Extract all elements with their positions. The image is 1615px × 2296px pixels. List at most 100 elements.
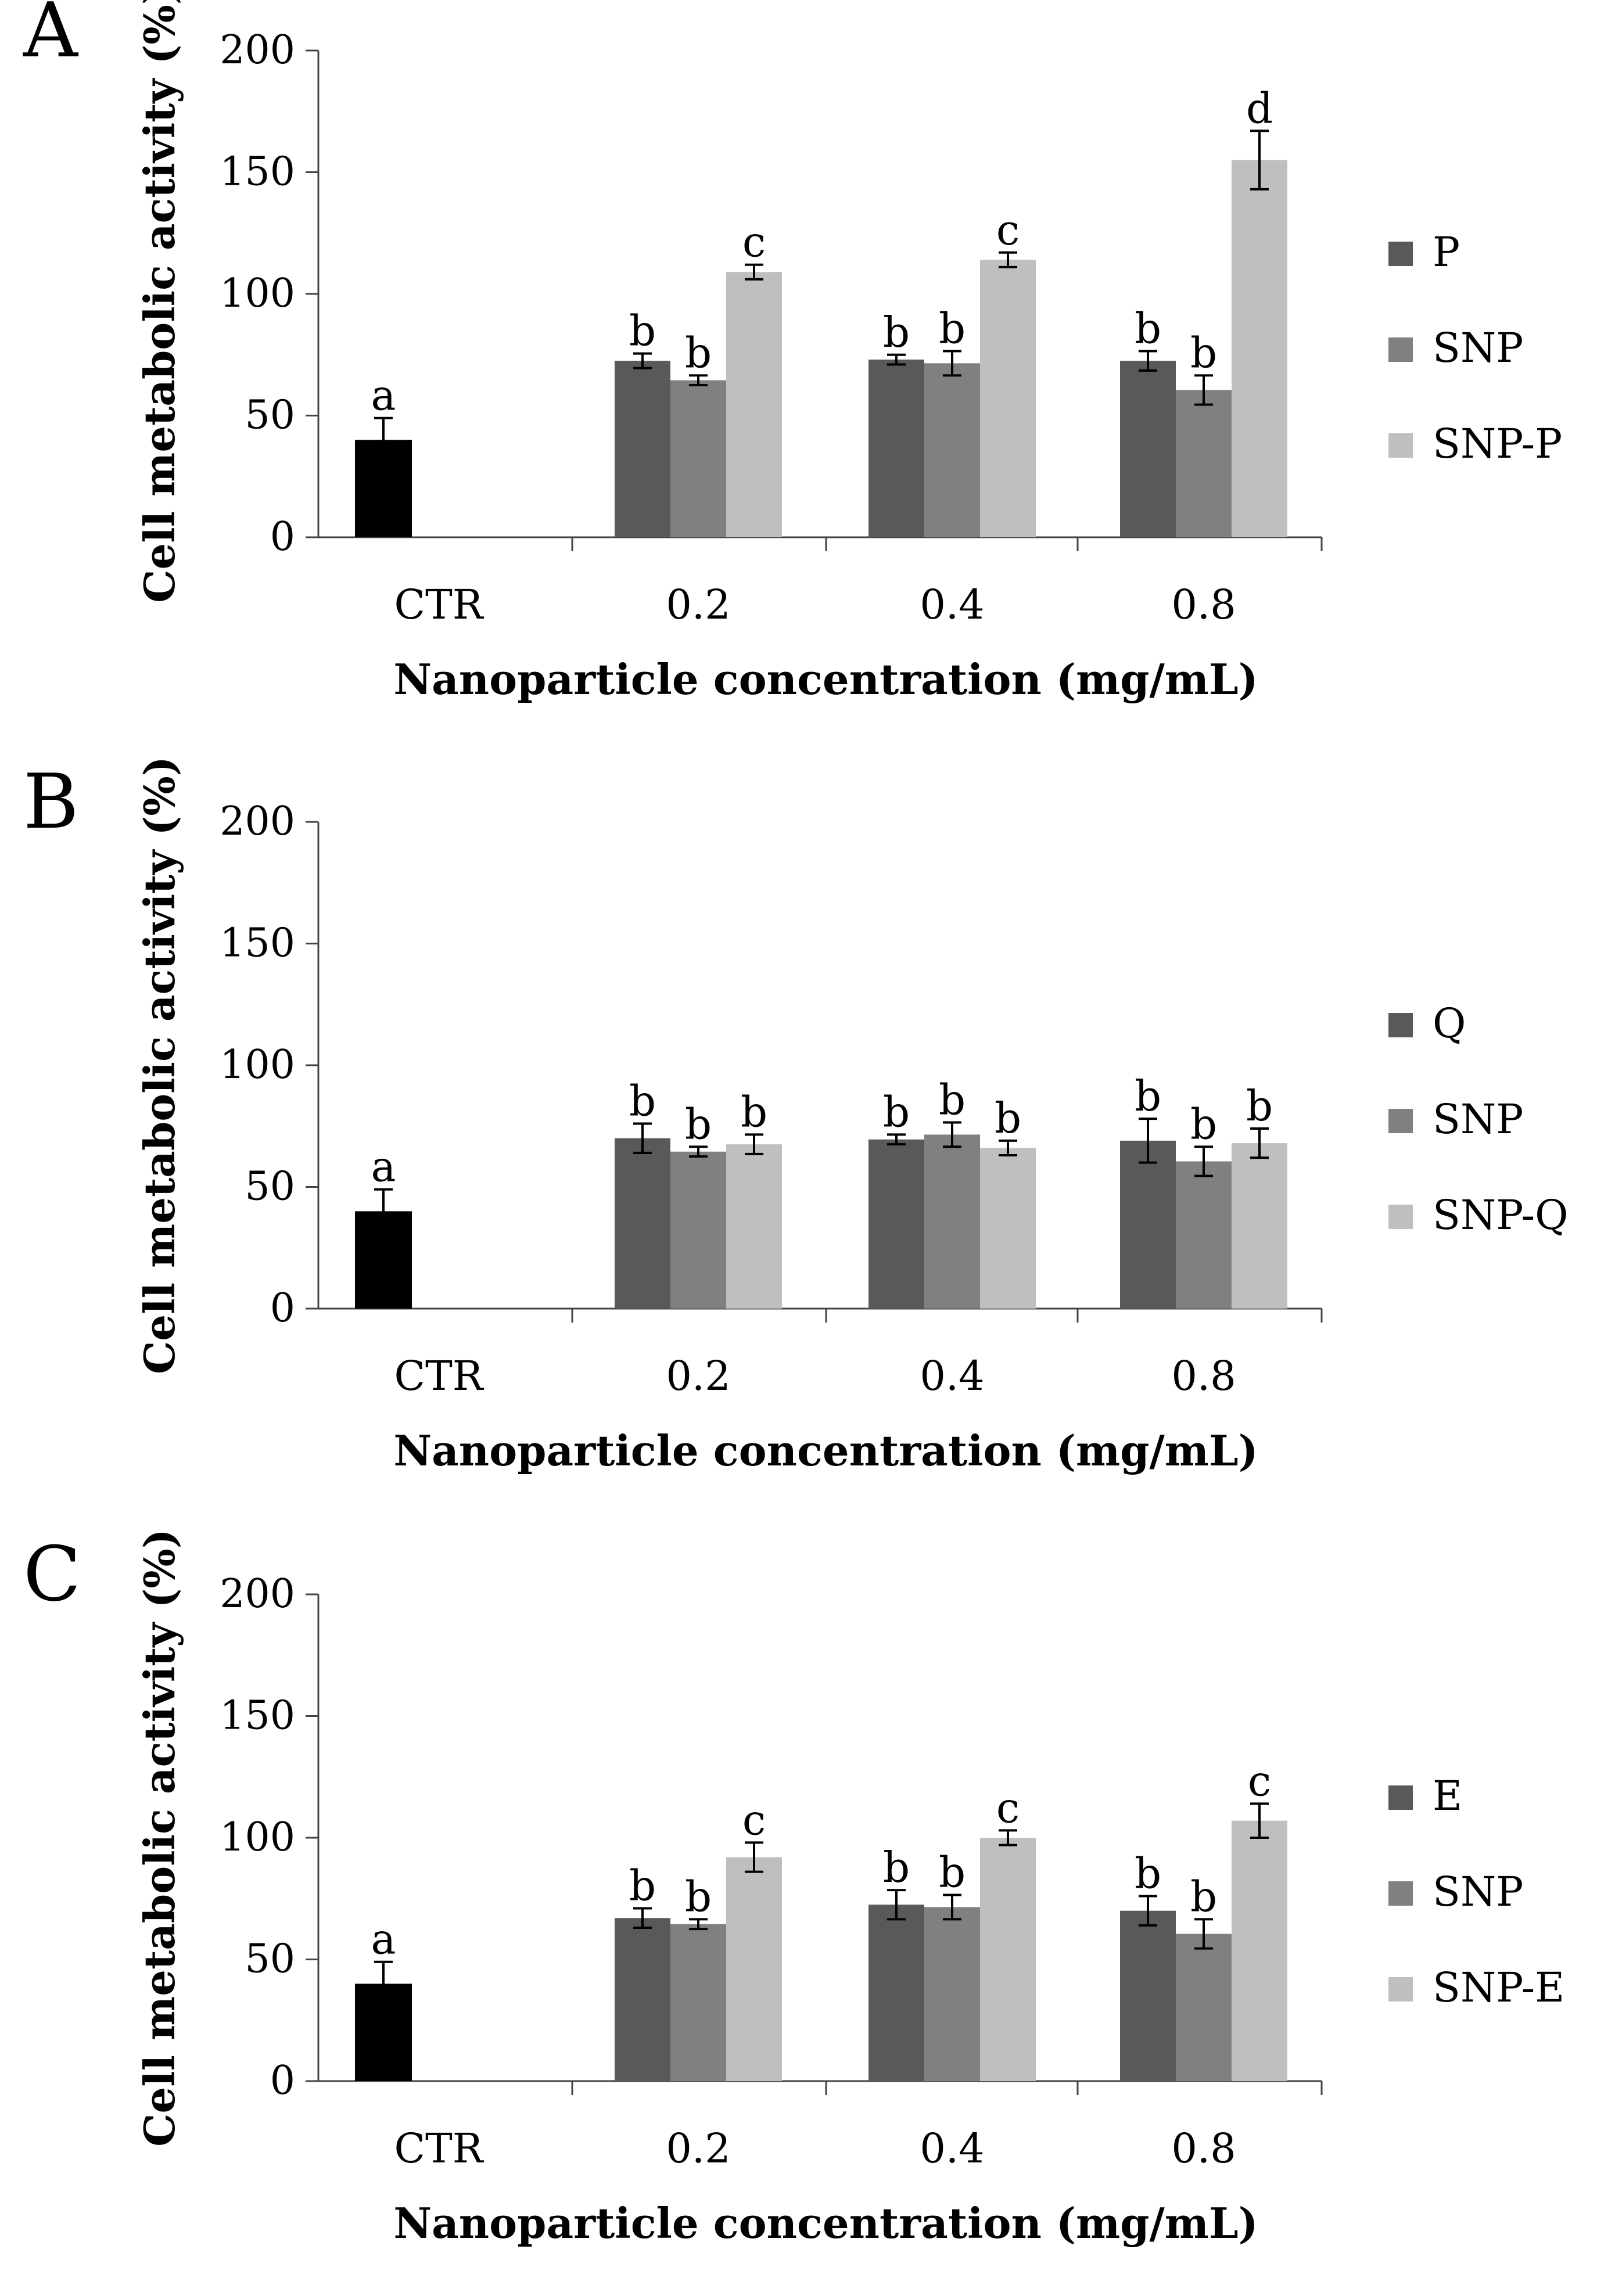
significance-label: c	[742, 1795, 766, 1844]
legend-label: SNP-P	[1433, 420, 1562, 468]
y-tick-label: 200	[220, 799, 295, 845]
error-bar	[1250, 1127, 1269, 1159]
legend: P SNP SNP-P	[1388, 228, 1562, 468]
bar-snp-q-0.2	[726, 1144, 782, 1309]
error-bar	[1194, 374, 1213, 406]
bar-snp-0.4	[924, 363, 980, 537]
significance-label: a	[371, 1915, 396, 1964]
error-bar	[943, 1121, 961, 1148]
legend-label: Q	[1433, 1000, 1466, 1047]
error-bar	[745, 1841, 763, 1873]
x-tick-label: 0.4	[920, 581, 984, 628]
error-bar	[1139, 1895, 1157, 1927]
significance-label: b	[1135, 304, 1161, 353]
bar-snp-0.8	[1176, 1934, 1232, 2081]
legend-swatch	[1388, 1109, 1413, 1133]
significance-label: b	[883, 308, 910, 357]
significance-label: c	[1248, 1756, 1271, 1805]
chart-panel-c: C 0 50 100 150 200 CTR 0.2 0.4 0.8 Cell metabolic …	[23, 1529, 1564, 2248]
significance-label: b	[1190, 328, 1217, 377]
y-tick-label: 0	[270, 514, 295, 560]
x-axis-title: Nanoparticle concentration (mg/mL)	[393, 1426, 1258, 1475]
legend-swatch	[1388, 1013, 1413, 1037]
bar-snp-p-0.2	[726, 272, 782, 537]
significance-label: b	[629, 1077, 656, 1126]
panel-letter: A	[23, 0, 79, 74]
x-tick-label: 0.8	[1171, 581, 1236, 628]
y-axis-title: Cell metabolic activity (%)	[135, 756, 184, 1374]
significance-label: a	[371, 371, 396, 420]
error-bar	[633, 1907, 652, 1929]
error-bar	[1194, 1918, 1213, 1950]
significance-label: b	[685, 1100, 712, 1148]
legend-swatch	[1388, 242, 1413, 266]
bar-snp-0.2	[670, 1924, 726, 2081]
y-tick-label: 50	[245, 1936, 295, 1982]
significance-label: c	[996, 1783, 1020, 1832]
error-bar-ctr	[374, 416, 393, 463]
error-bar	[887, 1133, 906, 1146]
y-tick-label: 200	[220, 1571, 295, 1617]
legend-label: SNP	[1433, 1095, 1523, 1143]
bar-snp-0.2	[670, 380, 726, 537]
error-bar	[633, 1122, 652, 1154]
bar-snp-e-0.2	[726, 1857, 782, 2081]
bar-snp-p-0.4	[980, 260, 1036, 537]
error-bar	[943, 350, 961, 377]
error-bar	[1194, 1145, 1213, 1177]
bar-p-0.4	[868, 360, 924, 537]
x-tick-label: 0.4	[920, 1352, 984, 1400]
significance-label: b	[939, 304, 966, 353]
bar-e-0.4	[868, 1905, 924, 2081]
significance-label: b	[1135, 1072, 1161, 1120]
x-tick-label: CTR	[394, 581, 485, 628]
y-axis-title: Cell metabolic activity (%)	[135, 1529, 184, 2147]
error-bar	[745, 1133, 763, 1155]
error-bar	[689, 1145, 708, 1158]
bar-q-0.8	[1120, 1140, 1176, 1309]
significance-label: c	[996, 206, 1020, 254]
significance-label: b	[685, 328, 712, 377]
significance-label: a	[371, 1142, 396, 1191]
legend-label: P	[1433, 228, 1460, 276]
error-bar	[745, 263, 763, 281]
significance-label: b	[1135, 1849, 1161, 1898]
error-bar	[999, 1139, 1017, 1157]
legend-label: SNP-Q	[1433, 1191, 1569, 1239]
significance-label: b	[741, 1087, 767, 1136]
legend-label: SNP	[1433, 1868, 1523, 1916]
x-axis-title: Nanoparticle concentration (mg/mL)	[393, 2198, 1258, 2248]
x-tick-label: 0.4	[920, 2125, 984, 2172]
legend-swatch	[1388, 1785, 1413, 1810]
legend-swatch	[1388, 433, 1413, 458]
bar-e-0.2	[615, 1918, 670, 2081]
y-tick-label: 0	[270, 1285, 295, 1331]
y-tick-label: 150	[220, 921, 295, 966]
legend-swatch	[1388, 337, 1413, 362]
bar-snp-q-0.8	[1232, 1143, 1287, 1309]
error-bar	[943, 1893, 961, 1921]
panel-letter: B	[23, 757, 79, 846]
bar-e-0.8	[1120, 1910, 1176, 2081]
bar-snp-0.2	[670, 1151, 726, 1309]
x-tick-label: 0.2	[666, 1352, 730, 1400]
y-tick-label: 150	[220, 1693, 295, 1739]
error-bar	[633, 352, 652, 369]
legend: Q SNP SNP-Q	[1388, 1000, 1569, 1239]
legend-swatch	[1388, 1977, 1413, 2002]
y-tick-label: 150	[220, 149, 295, 195]
significance-label: d	[1246, 84, 1273, 132]
x-tick-label: 0.8	[1171, 2125, 1236, 2172]
significance-label: b	[629, 307, 656, 355]
significance-label: b	[939, 1075, 966, 1124]
bar-snp-e-0.8	[1232, 1820, 1287, 2081]
bar-snp-p-0.8	[1232, 160, 1287, 537]
bar-snp-q-0.4	[980, 1148, 1036, 1309]
bar-snp-e-0.4	[980, 1838, 1036, 2081]
y-tick-label: 200	[220, 27, 295, 73]
significance-label: b	[1190, 1872, 1217, 1921]
error-bar	[1250, 130, 1269, 191]
x-axis-title: Nanoparticle concentration (mg/mL)	[393, 655, 1258, 704]
